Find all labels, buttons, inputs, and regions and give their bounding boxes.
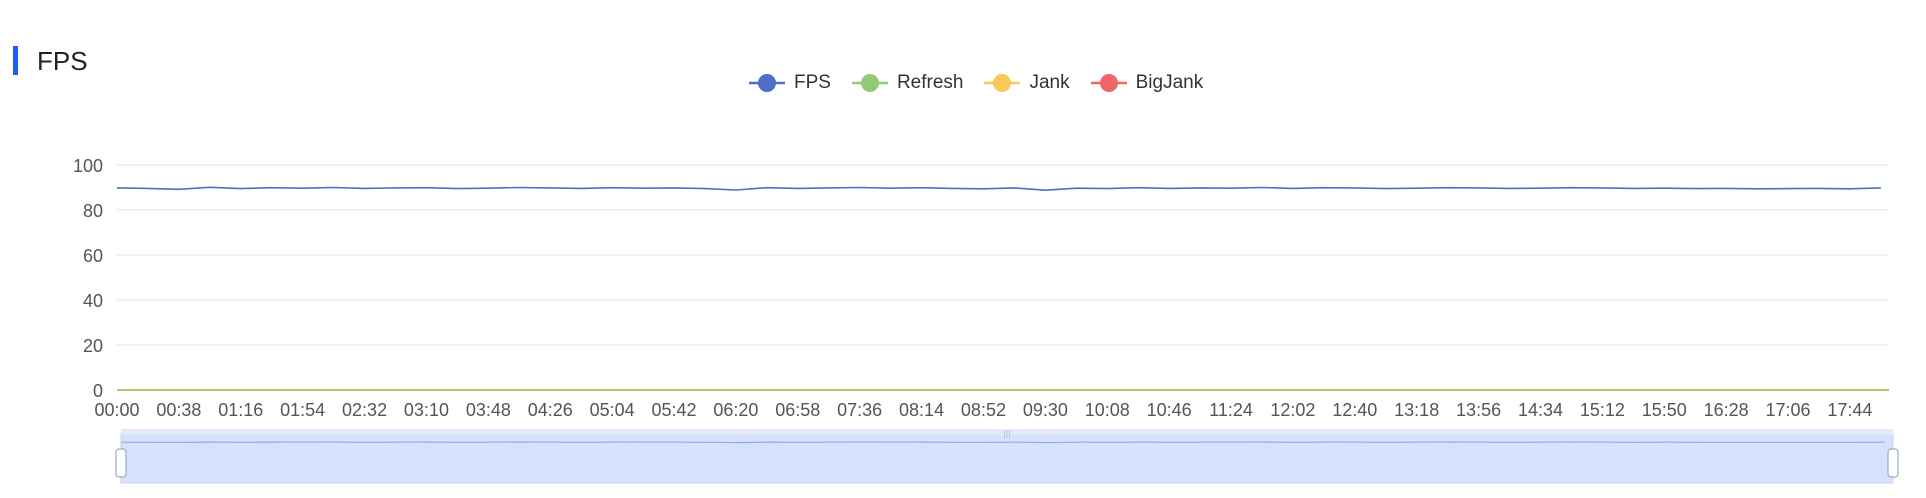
y-tick-label: 20 bbox=[83, 336, 103, 356]
zoom-right-handle[interactable] bbox=[1887, 448, 1899, 478]
x-tick-label: 14:34 bbox=[1518, 400, 1563, 420]
y-tick-label: 80 bbox=[83, 201, 103, 221]
x-tick-label: 12:40 bbox=[1332, 400, 1377, 420]
x-tick-label: 11:24 bbox=[1209, 400, 1253, 420]
legend-label: Jank bbox=[1029, 72, 1070, 93]
x-tick-label: 01:54 bbox=[280, 400, 325, 420]
legend-marker-icon bbox=[1090, 74, 1127, 92]
x-tick-label: 15:12 bbox=[1580, 400, 1625, 420]
zoom-range-area bbox=[120, 433, 1894, 484]
x-tick-label: 06:58 bbox=[775, 400, 820, 420]
series-line-fps bbox=[116, 186, 1881, 191]
zoom-drag-bar[interactable] bbox=[121, 429, 1893, 435]
legend-marker-icon bbox=[851, 74, 888, 92]
y-tick-label: 100 bbox=[73, 156, 103, 176]
legend-label: BigJank bbox=[1135, 72, 1204, 93]
y-tick-label: 0 bbox=[93, 381, 103, 401]
x-tick-label: 01:16 bbox=[218, 400, 263, 420]
legend-label: FPS bbox=[794, 72, 831, 93]
title-accent-bar bbox=[13, 46, 18, 75]
y-tick-label: 40 bbox=[83, 291, 103, 311]
legend-label: Refresh bbox=[896, 72, 964, 93]
x-tick-label: 13:18 bbox=[1394, 400, 1439, 420]
x-tick-label: 00:38 bbox=[156, 400, 201, 420]
x-tick-label: 03:10 bbox=[404, 400, 449, 420]
zoom-left-handle[interactable] bbox=[115, 448, 127, 478]
legend-item-jank[interactable]: Jank bbox=[983, 72, 1070, 94]
x-tick-label: 15:50 bbox=[1642, 400, 1687, 420]
chart-title: FPS bbox=[37, 46, 88, 76]
x-tick-label: 10:08 bbox=[1085, 400, 1130, 420]
x-tick-label: 04:26 bbox=[528, 400, 573, 420]
legend-item-refresh[interactable]: Refresh bbox=[851, 72, 964, 94]
x-tick-label: 13:56 bbox=[1456, 400, 1501, 420]
x-tick-label: 07:36 bbox=[837, 400, 882, 420]
x-tick-label: 08:52 bbox=[961, 400, 1006, 420]
x-tick-label: 03:48 bbox=[466, 400, 511, 420]
x-tick-label: 05:42 bbox=[651, 400, 696, 420]
chart-legend: FPS Refresh Jank BigJank bbox=[748, 70, 1223, 96]
x-tick-label: 10:46 bbox=[1147, 400, 1192, 420]
x-tick-label: 00:00 bbox=[94, 400, 139, 420]
legend-item-fps[interactable]: FPS bbox=[748, 72, 831, 94]
zoom-preview-line bbox=[120, 441, 1885, 444]
x-tick-label: 05:04 bbox=[590, 400, 635, 420]
y-tick-label: 60 bbox=[83, 246, 103, 266]
zoom-grip-icon: ||| bbox=[1003, 429, 1011, 438]
x-tick-label: 12:02 bbox=[1270, 400, 1315, 420]
x-tick-label: 02:32 bbox=[342, 400, 387, 420]
x-tick-label: 06:20 bbox=[713, 400, 758, 420]
legend-marker-icon bbox=[749, 74, 785, 92]
legend-marker-icon bbox=[984, 74, 1021, 92]
x-tick-label: 17:44 bbox=[1827, 400, 1872, 420]
x-tick-label: 08:14 bbox=[899, 400, 944, 420]
x-tick-label: 09:30 bbox=[1023, 400, 1068, 420]
legend-item-bigjank[interactable]: BigJank bbox=[1090, 72, 1204, 94]
x-tick-label: 16:28 bbox=[1704, 400, 1749, 420]
x-tick-label: 17:06 bbox=[1765, 400, 1810, 420]
